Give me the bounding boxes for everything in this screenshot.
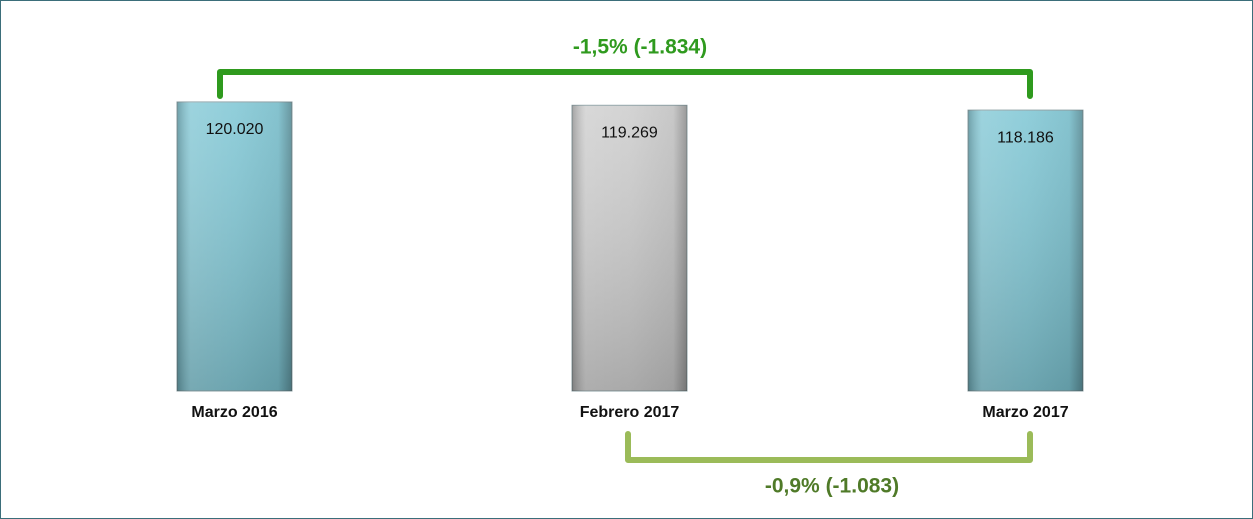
annotation: -0,9% (-1.083) <box>765 475 899 498</box>
x-tick-label: Marzo 2017 <box>982 404 1068 421</box>
bar-shade <box>177 101 292 391</box>
x-tick-label: Marzo 2016 <box>191 404 277 421</box>
value-label: 120.020 <box>206 121 264 138</box>
bracket <box>625 431 1033 463</box>
x-tick-label: Febrero 2017 <box>580 404 680 421</box>
bracket <box>217 69 1033 99</box>
bar-shade <box>968 110 1083 392</box>
bar-shade <box>572 105 687 392</box>
value-label: 119.269 <box>601 125 658 142</box>
value-label: 118.186 <box>997 129 1054 146</box>
annotation: -1,5% (-1.834) <box>573 36 707 59</box>
